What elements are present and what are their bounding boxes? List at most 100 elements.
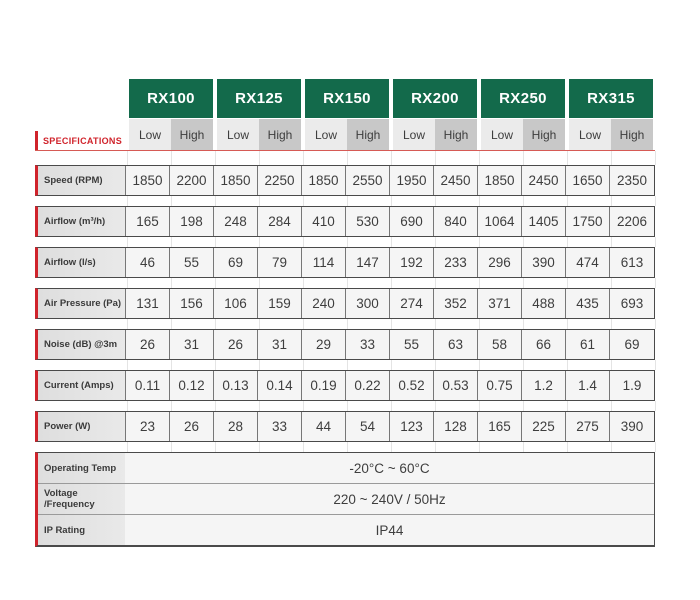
value-cell: 198 <box>169 207 213 236</box>
row-gap <box>127 360 656 370</box>
value-cell: 2450 <box>521 166 565 195</box>
value-cell: 1.4 <box>565 371 609 400</box>
row-label: Air Pressure (Pa) <box>38 289 125 318</box>
value-cell: 1750 <box>565 207 609 236</box>
value-cell: 352 <box>433 289 477 318</box>
value-cell: 693 <box>609 289 654 318</box>
value-cell: 435 <box>565 289 609 318</box>
value-cell: 1950 <box>389 166 433 195</box>
value-cell: 1650 <box>565 166 609 195</box>
value-cell: 159 <box>257 289 301 318</box>
value-cell: 0.22 <box>345 371 389 400</box>
value-cell: 31 <box>257 330 301 359</box>
value-cell: 1850 <box>125 166 169 195</box>
value-cell: 63 <box>433 330 477 359</box>
value-cell: 2450 <box>433 166 477 195</box>
model-header-rx315: RX315 <box>569 79 653 118</box>
value-cell: 275 <box>565 412 609 441</box>
row-gap <box>127 319 656 329</box>
value-cell: 33 <box>257 412 301 441</box>
value-cell: 0.52 <box>389 371 433 400</box>
value-cell: 300 <box>345 289 389 318</box>
footer-row-ip-rating: IP Rating IP44 <box>38 514 654 545</box>
high-header: High <box>259 119 301 150</box>
high-header: High <box>347 119 389 150</box>
low-header: Low <box>217 119 259 150</box>
low-header: Low <box>305 119 347 150</box>
model-group: RX315 <box>567 79 655 118</box>
specifications-table: SPECIFICATIONS RX100 RX125 RX150 RX200 R… <box>35 79 656 547</box>
value-cell: 147 <box>345 248 389 277</box>
value-cell: 225 <box>521 412 565 441</box>
value-cell: 0.14 <box>257 371 301 400</box>
value-cell: 0.11 <box>125 371 169 400</box>
row-value: IP44 <box>125 515 654 545</box>
value-cell: 390 <box>609 412 654 441</box>
row-gap <box>127 278 656 288</box>
value-cell: 61 <box>565 330 609 359</box>
low-header: Low <box>393 119 435 150</box>
value-cell: 0.19 <box>301 371 345 400</box>
spec-row-noise: Noise (dB) @3m 26 31 26 31 29 33 55 63 5… <box>35 329 655 360</box>
model-group: RX250 <box>479 79 567 118</box>
value-cell: 79 <box>257 248 301 277</box>
subheader-group: Low High <box>215 119 303 150</box>
value-cell: 690 <box>389 207 433 236</box>
subheader-row: Low High Low High Low High Low High Low High … <box>127 119 655 150</box>
value-cell: 156 <box>169 289 213 318</box>
value-cell: 274 <box>389 289 433 318</box>
value-cell: 44 <box>301 412 345 441</box>
value-cell: 371 <box>477 289 521 318</box>
low-header: Low <box>481 119 523 150</box>
value-cell: 106 <box>213 289 257 318</box>
model-group: RX125 <box>215 79 303 118</box>
value-cell: 488 <box>521 289 565 318</box>
value-cell: 28 <box>213 412 257 441</box>
model-header-row: RX100 RX125 RX150 RX200 RX250 RX315 <box>127 79 655 118</box>
value-cell: 131 <box>125 289 169 318</box>
value-cell: 114 <box>301 248 345 277</box>
row-gap <box>127 401 656 411</box>
value-cell: 2250 <box>257 166 301 195</box>
high-header: High <box>171 119 213 150</box>
specifications-label: SPECIFICATIONS <box>35 131 124 150</box>
value-cell: 1405 <box>521 207 565 236</box>
value-cell: 233 <box>433 248 477 277</box>
value-cell: 1064 <box>477 207 521 236</box>
value-cell: 2206 <box>609 207 654 236</box>
row-label: Operating Temp <box>38 453 125 483</box>
row-gap <box>127 151 656 165</box>
value-cell: 192 <box>389 248 433 277</box>
row-label: Power (W) <box>38 412 125 441</box>
high-header: High <box>435 119 477 150</box>
value-cell: 55 <box>169 248 213 277</box>
row-value: -20°C ~ 60°C <box>125 453 654 483</box>
footer-row-voltage-frequency: Voltage /Frequency 220 ~ 240V / 50Hz <box>38 483 654 514</box>
model-header-rx200: RX200 <box>393 79 477 118</box>
model-group: RX150 <box>303 79 391 118</box>
row-label: Noise (dB) @3m <box>38 330 125 359</box>
row-label: Current (Amps) <box>38 371 125 400</box>
value-cell: 165 <box>477 412 521 441</box>
row-gap <box>127 196 656 206</box>
row-label: Airflow (m³/h) <box>38 207 125 236</box>
red-divider-line <box>35 150 655 151</box>
spec-row-pressure: Air Pressure (Pa) 131 156 106 159 240 30… <box>35 288 655 319</box>
value-cell: 1850 <box>213 166 257 195</box>
spec-row-current: Current (Amps) 0.11 0.12 0.13 0.14 0.19 … <box>35 370 655 401</box>
value-cell: 613 <box>609 248 654 277</box>
high-header: High <box>523 119 565 150</box>
model-header-rx125: RX125 <box>217 79 301 118</box>
value-cell: 248 <box>213 207 257 236</box>
subheader-group: Low High <box>391 119 479 150</box>
general-specs-group: Operating Temp -20°C ~ 60°C Voltage /Fre… <box>35 452 655 547</box>
low-header: Low <box>129 119 171 150</box>
value-cell: 26 <box>169 412 213 441</box>
value-cell: 2550 <box>345 166 389 195</box>
value-cell: 1850 <box>477 166 521 195</box>
value-cell: 0.53 <box>433 371 477 400</box>
value-cell: 296 <box>477 248 521 277</box>
row-label: Speed (RPM) <box>38 166 125 195</box>
value-cell: 55 <box>389 330 433 359</box>
